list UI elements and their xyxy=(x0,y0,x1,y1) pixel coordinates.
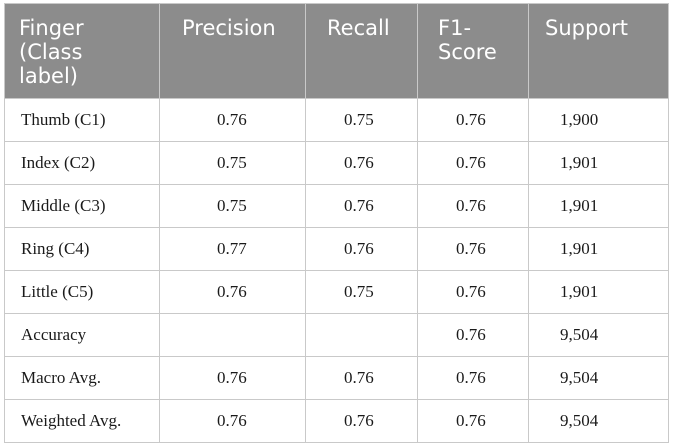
header-precision-text: Precision xyxy=(182,16,276,40)
support-cell: 9,504 xyxy=(528,313,669,357)
header-support-text: Support xyxy=(545,16,629,40)
row-label-cell: Index (C2) xyxy=(4,141,160,185)
header-f1-score-text: F1- Score xyxy=(438,16,497,64)
header-recall: Recall xyxy=(305,3,418,99)
support-cell: 1,901 xyxy=(528,184,669,228)
support-cell: 1,901 xyxy=(528,141,669,185)
row-label-cell: Thumb (C1) xyxy=(4,98,160,142)
row-label-cell: Accuracy xyxy=(4,313,160,357)
precision-cell: 0.76 xyxy=(159,98,306,142)
support-cell: 1,901 xyxy=(528,227,669,271)
recall-cell: 0.75 xyxy=(305,98,418,142)
table-row: Accuracy 0.76 9,504 xyxy=(4,313,669,357)
header-support: Support xyxy=(528,3,669,99)
header-precision: Precision xyxy=(159,3,306,99)
row-label-cell: Ring (C4) xyxy=(4,227,160,271)
precision-cell: 0.76 xyxy=(159,356,306,400)
table-row: Ring (C4) 0.77 0.76 0.76 1,901 xyxy=(4,227,669,271)
table-row: Little (C5) 0.76 0.75 0.76 1,901 xyxy=(4,270,669,314)
header-row: Finger (Class label) Precision Recall F1… xyxy=(4,3,669,99)
table-row: Index (C2) 0.75 0.76 0.76 1,901 xyxy=(4,141,669,185)
recall-cell: 0.76 xyxy=(305,399,418,443)
precision-cell: 0.76 xyxy=(159,399,306,443)
recall-cell: 0.76 xyxy=(305,227,418,271)
f1-cell: 0.76 xyxy=(417,227,529,271)
header-finger: Finger (Class label) xyxy=(4,3,160,99)
row-label-cell: Little (C5) xyxy=(4,270,160,314)
header-f1-score: F1- Score xyxy=(417,3,529,99)
f1-cell: 0.76 xyxy=(417,141,529,185)
f1-cell: 0.76 xyxy=(417,270,529,314)
support-cell: 1,900 xyxy=(528,98,669,142)
row-label-cell: Macro Avg. xyxy=(4,356,160,400)
precision-cell: 0.75 xyxy=(159,184,306,228)
table-row: Middle (C3) 0.75 0.76 0.76 1,901 xyxy=(4,184,669,228)
recall-cell: 0.76 xyxy=(305,141,418,185)
table-row: Macro Avg. 0.76 0.76 0.76 9,504 xyxy=(4,356,669,400)
precision-cell xyxy=(159,313,306,357)
table-row: Weighted Avg. 0.76 0.76 0.76 9,504 xyxy=(4,399,669,443)
f1-cell: 0.76 xyxy=(417,356,529,400)
precision-cell: 0.77 xyxy=(159,227,306,271)
recall-cell xyxy=(305,313,418,357)
support-cell: 9,504 xyxy=(528,399,669,443)
support-cell: 1,901 xyxy=(528,270,669,314)
recall-cell: 0.75 xyxy=(305,270,418,314)
f1-cell: 0.76 xyxy=(417,98,529,142)
f1-cell: 0.76 xyxy=(417,399,529,443)
recall-cell: 0.76 xyxy=(305,356,418,400)
header-recall-text: Recall xyxy=(327,16,390,40)
precision-cell: 0.76 xyxy=(159,270,306,314)
table-row: Thumb (C1) 0.76 0.75 0.76 1,900 xyxy=(4,98,669,142)
f1-cell: 0.76 xyxy=(417,184,529,228)
classification-report-table: Finger (Class label) Precision Recall F1… xyxy=(4,3,669,443)
row-label-cell: Weighted Avg. xyxy=(4,399,160,443)
f1-cell: 0.76 xyxy=(417,313,529,357)
precision-cell: 0.75 xyxy=(159,141,306,185)
recall-cell: 0.76 xyxy=(305,184,418,228)
header-finger-text: Finger (Class label) xyxy=(19,16,84,88)
support-cell: 9,504 xyxy=(528,356,669,400)
row-label-cell: Middle (C3) xyxy=(4,184,160,228)
